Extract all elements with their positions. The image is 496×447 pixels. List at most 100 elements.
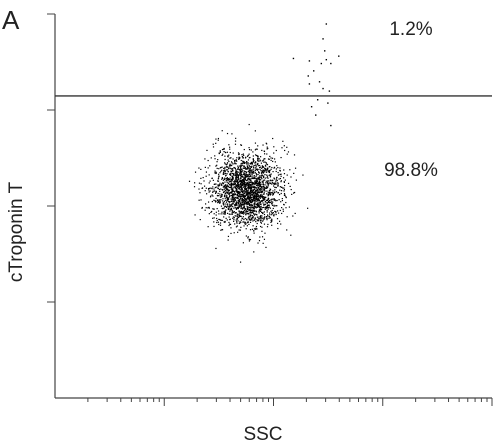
data-point (243, 162, 246, 165)
data-point (214, 172, 216, 174)
data-point (243, 196, 246, 198)
data-point (216, 199, 219, 201)
data-point (237, 165, 239, 167)
data-point (235, 203, 237, 205)
data-point (226, 189, 228, 191)
data-point (219, 202, 221, 204)
data-point (246, 182, 248, 185)
data-point (255, 190, 257, 192)
data-point (266, 181, 269, 183)
data-point (230, 157, 232, 159)
data-point (236, 193, 238, 196)
data-point (250, 200, 252, 202)
data-point (255, 211, 258, 213)
data-point (287, 182, 290, 185)
data-point (245, 189, 247, 191)
data-point (253, 160, 255, 162)
data-point (218, 199, 220, 202)
data-point (224, 162, 226, 164)
data-point (252, 198, 254, 201)
data-point (265, 168, 267, 170)
data-point (241, 194, 243, 196)
data-point (283, 192, 286, 195)
data-point (228, 193, 231, 195)
data-point (258, 172, 260, 174)
data-point (224, 195, 226, 197)
data-point (220, 219, 222, 221)
data-point (254, 195, 256, 197)
data-point (262, 199, 264, 202)
data-point (266, 206, 268, 208)
data-point (249, 175, 252, 177)
data-point (224, 186, 226, 188)
data-point (253, 205, 256, 207)
data-point (268, 170, 270, 173)
data-point (217, 180, 219, 182)
data-point (219, 190, 221, 193)
data-point (283, 181, 285, 183)
data-point (266, 183, 268, 185)
data-point (245, 235, 247, 237)
data-point (228, 216, 230, 218)
data-point (260, 176, 263, 178)
data-point (254, 177, 256, 180)
data-point (260, 169, 262, 172)
data-point (245, 174, 247, 176)
data-point (271, 166, 273, 169)
data-point (252, 188, 254, 191)
data-point (252, 195, 254, 197)
data-point (247, 237, 249, 239)
data-point (227, 156, 229, 158)
data-point (275, 186, 277, 189)
data-point (223, 150, 225, 153)
data-point (286, 229, 288, 231)
data-point (218, 173, 220, 175)
data-point (234, 162, 236, 164)
data-point (240, 159, 242, 162)
data-point (219, 222, 222, 224)
data-point (241, 217, 243, 219)
data-point (271, 219, 273, 221)
data-point (228, 165, 231, 167)
data-point (252, 171, 255, 173)
data-point (244, 188, 246, 191)
data-point (277, 174, 280, 176)
data-point (244, 197, 246, 199)
data-point (248, 198, 250, 200)
data-point (253, 232, 255, 234)
data-point (244, 203, 246, 205)
data-point (245, 208, 247, 210)
data-point (272, 193, 274, 195)
data-point (248, 148, 251, 151)
data-point (264, 177, 266, 179)
data-point (221, 193, 223, 195)
data-point (279, 173, 281, 176)
data-point (250, 214, 252, 216)
data-point (217, 184, 219, 186)
data-point (264, 161, 266, 163)
data-point (274, 191, 276, 194)
data-point (266, 163, 268, 165)
data-point (270, 219, 272, 222)
data-point (228, 160, 230, 163)
data-point (218, 223, 220, 226)
data-point (208, 213, 210, 215)
data-point (225, 178, 227, 180)
data-point (231, 199, 233, 201)
data-point (226, 205, 229, 207)
data-point (243, 218, 245, 221)
data-point (264, 186, 266, 188)
data-point (252, 185, 254, 187)
data-point (263, 158, 265, 160)
data-point (256, 188, 258, 191)
data-point (247, 201, 249, 204)
data-point (211, 194, 213, 196)
data-point (253, 251, 255, 253)
data-point (244, 221, 246, 223)
data-point (257, 184, 259, 186)
data-point (257, 157, 259, 159)
data-point (247, 191, 249, 194)
y-axis-label: cTroponin T (6, 181, 27, 282)
data-point (234, 198, 236, 200)
data-point (283, 194, 286, 197)
